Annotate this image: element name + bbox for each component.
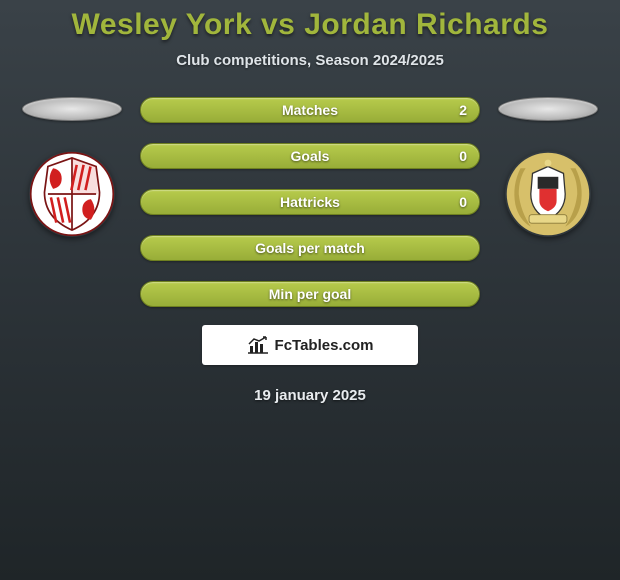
right-player-column: [498, 97, 598, 237]
stat-label: Matches: [282, 102, 338, 118]
date-text: 19 january 2025: [0, 387, 620, 404]
player-oval-left: [22, 97, 122, 121]
stat-value-right: 0: [459, 148, 467, 164]
main-layout: Matches 2 Goals 0 Hattricks 0 Goals per …: [0, 97, 620, 307]
chart-icon: [247, 336, 269, 354]
stat-value-right: 0: [459, 194, 467, 210]
stat-bar-hattricks: Hattricks 0: [140, 189, 480, 215]
stat-bar-goals-per-match: Goals per match: [140, 235, 480, 261]
stat-bar-min-per-goal: Min per goal: [140, 281, 480, 307]
page-subtitle: Club competitions, Season 2024/2025: [0, 52, 620, 69]
right-club-badge: [505, 151, 591, 237]
left-player-column: [22, 97, 122, 237]
stat-bar-goals: Goals 0: [140, 143, 480, 169]
brand-box[interactable]: FcTables.com: [202, 325, 418, 365]
brand-text: FcTables.com: [275, 337, 374, 354]
stat-value-right: 2: [459, 102, 467, 118]
page-title: Wesley York vs Jordan Richards: [0, 8, 620, 42]
player-oval-right: [498, 97, 598, 121]
stat-label: Min per goal: [269, 286, 351, 302]
stat-bar-matches: Matches 2: [140, 97, 480, 123]
comparison-card: Wesley York vs Jordan Richards Club comp…: [0, 0, 620, 404]
stats-bars: Matches 2 Goals 0 Hattricks 0 Goals per …: [140, 97, 480, 307]
left-club-badge: [29, 151, 115, 237]
stat-label: Goals per match: [255, 240, 365, 256]
stat-label: Goals: [291, 148, 330, 164]
stat-label: Hattricks: [280, 194, 340, 210]
